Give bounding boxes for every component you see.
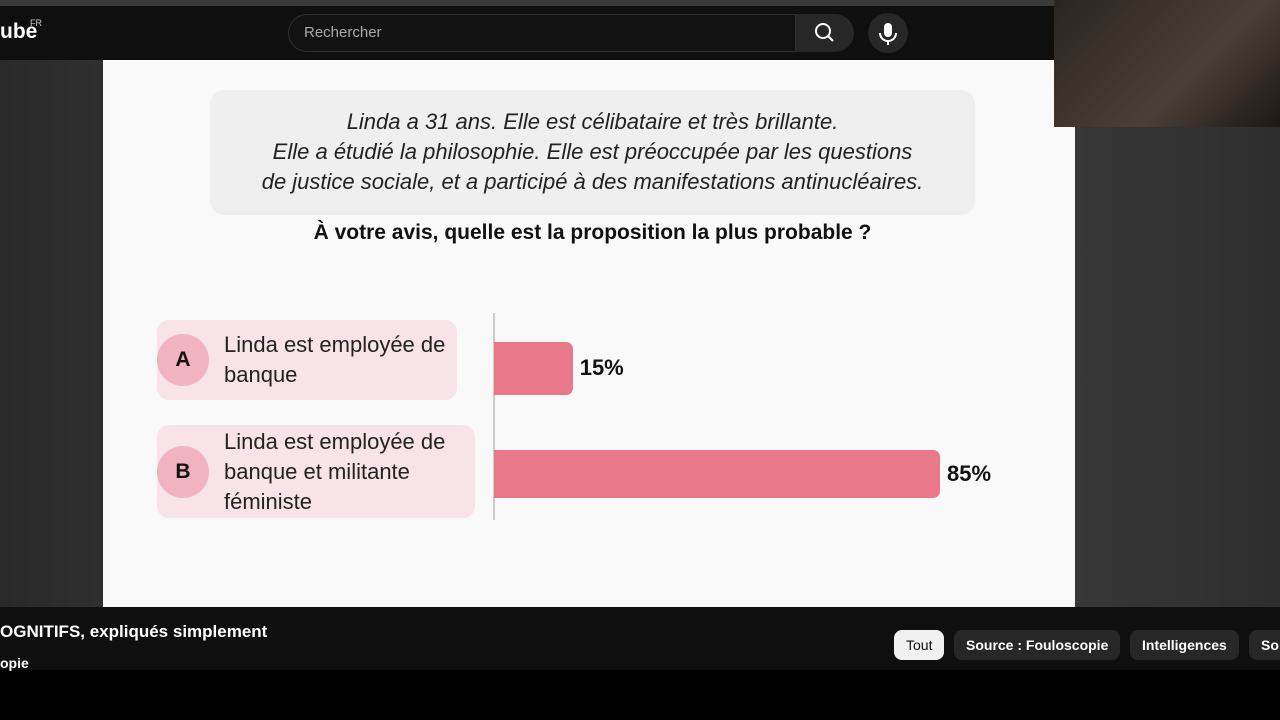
- value-label: 85%: [947, 461, 992, 486]
- filter-chip[interactable]: So: [1249, 630, 1280, 660]
- mic-button[interactable]: [868, 13, 908, 53]
- chart-title: À votre avis, quelle est la proposition …: [313, 221, 872, 244]
- region: FR: [30, 18, 42, 28]
- category-label: Linda est employée de banque: [224, 332, 446, 387]
- intro-box: [210, 90, 975, 215]
- bar: [494, 341, 573, 395]
- video-title: OGNITIFS, expliqués simplement: [0, 622, 268, 641]
- search-box[interactable]: [288, 14, 796, 52]
- mic-icon: [879, 23, 897, 45]
- value-label: 15%: [579, 355, 624, 380]
- search-icon: [815, 23, 834, 42]
- option-letter: A: [157, 334, 209, 386]
- bar: [494, 450, 940, 498]
- search-placeholder: Rechercher: [304, 24, 382, 41]
- logo[interactable]: ube: [0, 20, 38, 43]
- intro-line: de justice sociale, et a participé à des…: [261, 169, 924, 194]
- axis-line: [493, 313, 495, 520]
- category-label: Linda est employée de banque et militant…: [224, 428, 446, 514]
- option-letter: B: [157, 445, 209, 498]
- search-button[interactable]: [796, 14, 854, 52]
- filter-chip[interactable]: Intelligences: [1130, 630, 1239, 660]
- filter-chip[interactable]: Tout: [894, 630, 945, 660]
- intro-line: Elle a étudié la philosophie. Elle est p…: [272, 139, 913, 164]
- webcam-overlay: [1054, 0, 1280, 127]
- filter-chip[interactable]: Source : Fouloscopie: [954, 630, 1121, 660]
- channel-name[interactable]: opie: [0, 655, 29, 671]
- option-box: [157, 425, 475, 518]
- intro-line: Linda a 31 ans. Elle est célibataire et …: [346, 109, 839, 134]
